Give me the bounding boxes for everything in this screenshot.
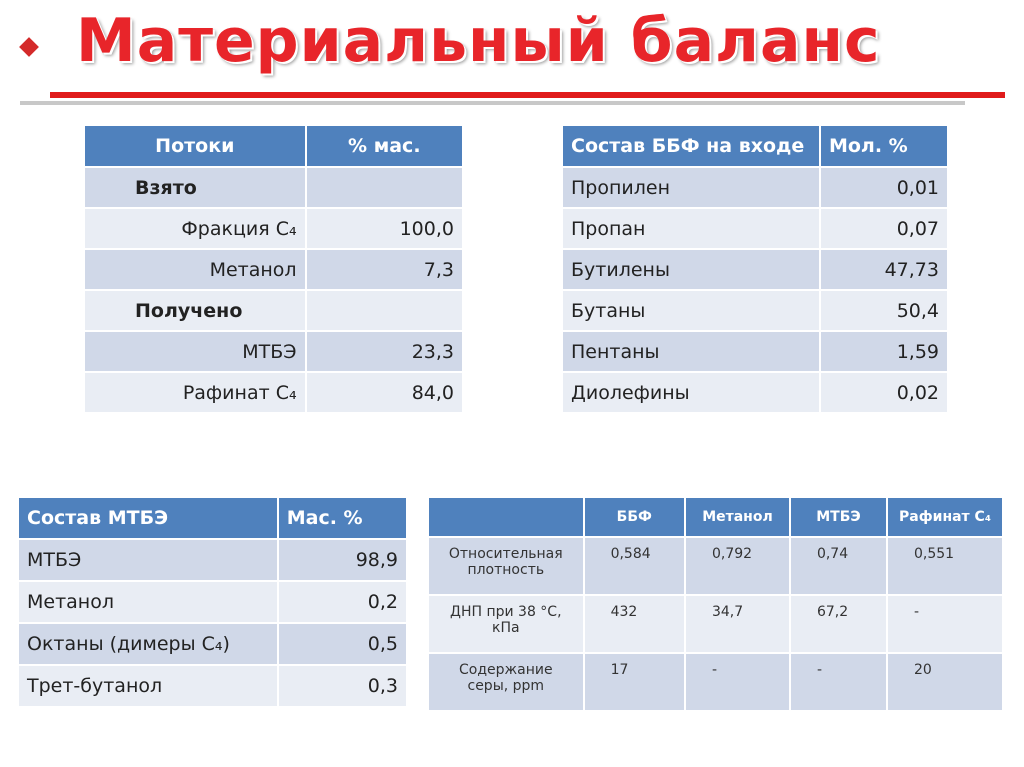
title-rule-shadow (20, 101, 965, 105)
cell: 0,01 (818, 166, 950, 209)
cell: МТБЭ (17, 538, 279, 582)
cell: 17 (582, 652, 686, 712)
cell: 0,551 (886, 536, 1004, 596)
cell (304, 166, 465, 209)
row: Пропан 0,07 (561, 207, 950, 250)
cell: 67,2 (788, 594, 889, 654)
cell: Пентаны (561, 330, 821, 373)
cell: 34,7 (683, 594, 791, 654)
header-row: Потоки% мас. (83, 124, 465, 168)
cell: 0,5 (276, 622, 409, 666)
row: Метанол 0,2 (17, 580, 409, 624)
header-row: Состав ББФ на входе Мол. % (561, 124, 950, 168)
header-cell: ББФ (582, 496, 686, 538)
properties-table: ББФ Метанол МТБЭ Рафинат C₄ Относительная пл… (427, 496, 1004, 712)
header-cell: Потоки (83, 124, 307, 168)
cell: 0,3 (276, 664, 409, 708)
cell: Октаны (димеры C₄) (17, 622, 279, 666)
cell: 432 (582, 594, 686, 654)
cell: - (683, 652, 791, 712)
header-cell: % мас. (304, 124, 465, 168)
cell: 7,3 (304, 248, 465, 291)
cell: Получено (83, 289, 307, 332)
cell: - (886, 594, 1004, 654)
row: Бутилены 47,73 (561, 248, 950, 291)
cell: Рафинат C₄ (83, 371, 307, 414)
row: Трет-бутанол 0,3 (17, 664, 409, 708)
cell: Бутаны (561, 289, 821, 332)
title-rule (50, 92, 1005, 98)
cell: Пропилен (561, 166, 821, 209)
header-row: Состав МТБЭ Мас. % (17, 496, 409, 540)
cell: Пропан (561, 207, 821, 250)
row: Получено (83, 289, 465, 332)
header-cell: Состав МТБЭ (17, 496, 279, 540)
cell: Содержание серы, ppm (427, 652, 585, 712)
header-cell: Рафинат C₄ (886, 496, 1004, 538)
row: Диолефины 0,02 (561, 371, 950, 414)
cell: Метанол (17, 580, 279, 624)
cell: 0,02 (818, 371, 950, 414)
row: Относительная плотность 0,584 0,792 0,74 0,5… (427, 536, 1004, 596)
cell: 0,07 (818, 207, 950, 250)
row: Содержание серы, ppm 17- -20 (427, 652, 1004, 712)
header-cell: Мол. % (818, 124, 950, 168)
cell: Бутилены (561, 248, 821, 291)
cell: 0,792 (683, 536, 791, 596)
cell: 84,0 (304, 371, 465, 414)
row: МТБЭ 98,9 (17, 538, 409, 582)
flows-table: Потоки% мас. Взято Фракция C₄ 100,0 Метанол 7… (83, 124, 465, 414)
cell: Фракция C₄ (83, 207, 307, 250)
cell: 1,59 (818, 330, 950, 373)
cell: Относительная плотность (427, 536, 585, 596)
mtbe-table: Состав МТБЭ Мас. % МТБЭ 98,9 Метанол 0,2 Октан… (17, 496, 409, 708)
bbf-table: Состав ББФ на входе Мол. % Пропилен 0,01 Про… (561, 124, 950, 414)
cell: - (788, 652, 889, 712)
cell: 0,584 (582, 536, 686, 596)
header-row: ББФ Метанол МТБЭ Рафинат C₄ (427, 496, 1004, 538)
header-cell: Мас. % (276, 496, 409, 540)
header-cell (427, 496, 585, 538)
row: ДНП при 38 °С, кПа 432 34,7 67,2- (427, 594, 1004, 654)
cell: 0,74 (788, 536, 889, 596)
cell: Метанол (83, 248, 307, 291)
row: Пентаны 1,59 (561, 330, 950, 373)
row: Метанол 7,3 (83, 248, 465, 291)
cell: МТБЭ (83, 330, 307, 373)
cell: 23,3 (304, 330, 465, 373)
row: Октаны (димеры C₄) 0,5 (17, 622, 409, 666)
cell: 50,4 (818, 289, 950, 332)
cell: Диолефины (561, 371, 821, 414)
row: Рафинат C₄ 84,0 (83, 371, 465, 414)
row: МТБЭ 23,3 (83, 330, 465, 373)
cell: 20 (886, 652, 1004, 712)
header-cell: Метанол (683, 496, 791, 538)
cell: ДНП при 38 °С, кПа (427, 594, 585, 654)
cell: Трет-бутанол (17, 664, 279, 708)
cell: 0,2 (276, 580, 409, 624)
cell: Взято (83, 166, 307, 209)
header-cell: МТБЭ (788, 496, 889, 538)
row: Взято (83, 166, 465, 209)
row: Бутаны 50,4 (561, 289, 950, 332)
header-cell: Состав ББФ на входе (561, 124, 821, 168)
row: Пропилен 0,01 (561, 166, 950, 209)
cell: 100,0 (304, 207, 465, 250)
row: Фракция C₄ 100,0 (83, 207, 465, 250)
slide-title: Материальный баланс (76, 6, 881, 76)
cell: 47,73 (818, 248, 950, 291)
bullet (19, 37, 39, 57)
cell (304, 289, 465, 332)
cell: 98,9 (276, 538, 409, 582)
